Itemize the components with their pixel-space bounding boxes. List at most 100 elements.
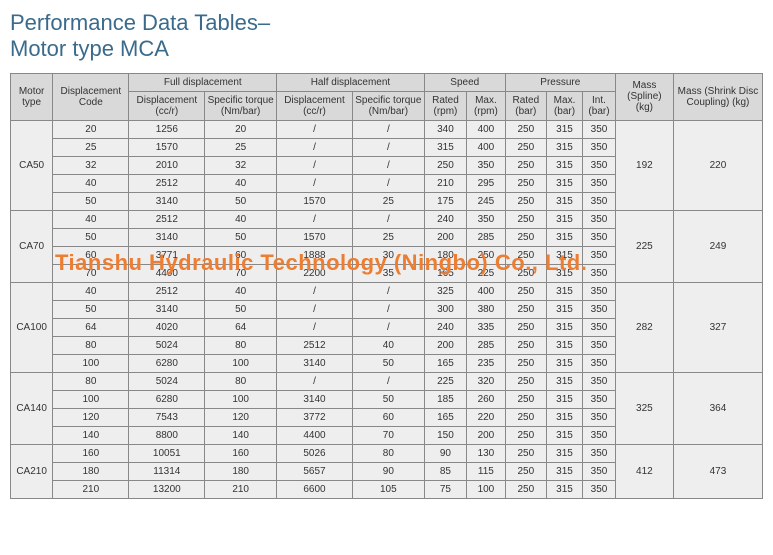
cell-value: 64 [205, 318, 277, 336]
cell-value: 315 [546, 300, 582, 318]
cell-value: 85 [424, 462, 466, 480]
cell-value: 40 [205, 210, 277, 228]
cell-value: / [277, 156, 353, 174]
hdr-pressure: Pressure [505, 73, 615, 91]
cell-value: 80 [205, 372, 277, 390]
hdr-int-bar: Int. (bar) [583, 91, 616, 120]
cell-value: 20 [53, 120, 129, 138]
cell-value: / [277, 174, 353, 192]
cell-value: 250 [505, 282, 546, 300]
cell-value: 250 [505, 336, 546, 354]
cell-value: 250 [505, 156, 546, 174]
cell-value: 115 [467, 462, 506, 480]
cell-value: 315 [546, 138, 582, 156]
cell-value: 50 [205, 192, 277, 210]
cell-value: 160 [53, 444, 129, 462]
cell-value: 325 [424, 282, 466, 300]
cell-mass-spline: 412 [615, 444, 673, 498]
cell-value: 225 [467, 264, 506, 282]
cell-value: 210 [205, 480, 277, 498]
cell-value: 30 [352, 246, 424, 264]
cell-motor-type: CA100 [11, 282, 53, 372]
cell-value: 50 [352, 354, 424, 372]
cell-value: 160 [205, 444, 277, 462]
table-body: CA5020125620//34040025031535019222025157… [11, 120, 763, 498]
cell-value: 4400 [129, 264, 205, 282]
cell-value: 2010 [129, 156, 205, 174]
cell-value: 50 [205, 228, 277, 246]
cell-value: / [352, 138, 424, 156]
hdr-half-disp: Half displacement [277, 73, 425, 91]
table-row: CA5020125620//340400250315350192220 [11, 120, 763, 138]
cell-mass-shrink: 473 [673, 444, 762, 498]
cell-value: 315 [546, 354, 582, 372]
cell-value: 315 [546, 264, 582, 282]
cell-value: 32 [53, 156, 129, 174]
cell-value: 180 [424, 246, 466, 264]
cell-value: 100 [205, 354, 277, 372]
cell-value: 40 [205, 174, 277, 192]
cell-value: / [277, 282, 353, 300]
cell-value: 400 [467, 282, 506, 300]
cell-value: 25 [352, 228, 424, 246]
cell-value: 315 [546, 210, 582, 228]
cell-value: 350 [583, 282, 616, 300]
cell-value: 2512 [129, 210, 205, 228]
cell-value: 2200 [277, 264, 353, 282]
page-title: Performance Data Tables– Motor type MCA [10, 10, 763, 63]
table-row: CA14080502480//225320250315350325364 [11, 372, 763, 390]
cell-value: 240 [424, 210, 466, 228]
cell-value: 180 [205, 462, 277, 480]
cell-value: 6280 [129, 390, 205, 408]
cell-value: 315 [546, 372, 582, 390]
cell-value: 315 [546, 480, 582, 498]
cell-value: 3772 [277, 408, 353, 426]
cell-value: 250 [505, 246, 546, 264]
cell-value: 60 [205, 246, 277, 264]
cell-value: 250 [505, 228, 546, 246]
cell-value: 250 [505, 138, 546, 156]
cell-value: 250 [505, 462, 546, 480]
cell-value: 315 [546, 318, 582, 336]
cell-value: 335 [467, 318, 506, 336]
cell-value: 60 [352, 408, 424, 426]
hdr-disp-ccr-2: Displacement (cc/r) [277, 91, 353, 120]
cell-value: 240 [424, 318, 466, 336]
cell-value: 250 [467, 246, 506, 264]
cell-mass-spline: 282 [615, 282, 673, 372]
cell-value: 35 [352, 264, 424, 282]
table-row: CA21016010051160502680901302503153504124… [11, 444, 763, 462]
cell-value: 315 [546, 228, 582, 246]
cell-value: 250 [505, 210, 546, 228]
cell-value: / [352, 282, 424, 300]
cell-value: 5657 [277, 462, 353, 480]
cell-value: 350 [583, 192, 616, 210]
cell-value: 120 [53, 408, 129, 426]
cell-value: 380 [467, 300, 506, 318]
table-row: CA10040251240//325400250315350282327 [11, 282, 763, 300]
cell-value: 64 [53, 318, 129, 336]
cell-mass-shrink: 249 [673, 210, 762, 282]
cell-value: / [277, 210, 353, 228]
cell-value: 350 [467, 210, 506, 228]
cell-value: 20 [205, 120, 277, 138]
cell-value: 150 [424, 426, 466, 444]
cell-value: 3140 [129, 192, 205, 210]
cell-value: / [352, 156, 424, 174]
cell-value: 350 [583, 408, 616, 426]
cell-value: 100 [53, 390, 129, 408]
table-row: CA7040251240//240350250315350225249 [11, 210, 763, 228]
cell-value: 250 [505, 372, 546, 390]
cell-value: 165 [424, 408, 466, 426]
cell-value: 350 [583, 246, 616, 264]
cell-value: / [352, 120, 424, 138]
cell-value: 60 [53, 246, 129, 264]
cell-value: 25 [205, 138, 277, 156]
performance-table: Motor type Displacement Code Full displa… [10, 73, 763, 499]
cell-value: 250 [505, 264, 546, 282]
cell-value: 350 [583, 444, 616, 462]
cell-value: 350 [583, 210, 616, 228]
cell-value: 140 [205, 426, 277, 444]
cell-value: 250 [505, 300, 546, 318]
cell-value: 40 [53, 210, 129, 228]
